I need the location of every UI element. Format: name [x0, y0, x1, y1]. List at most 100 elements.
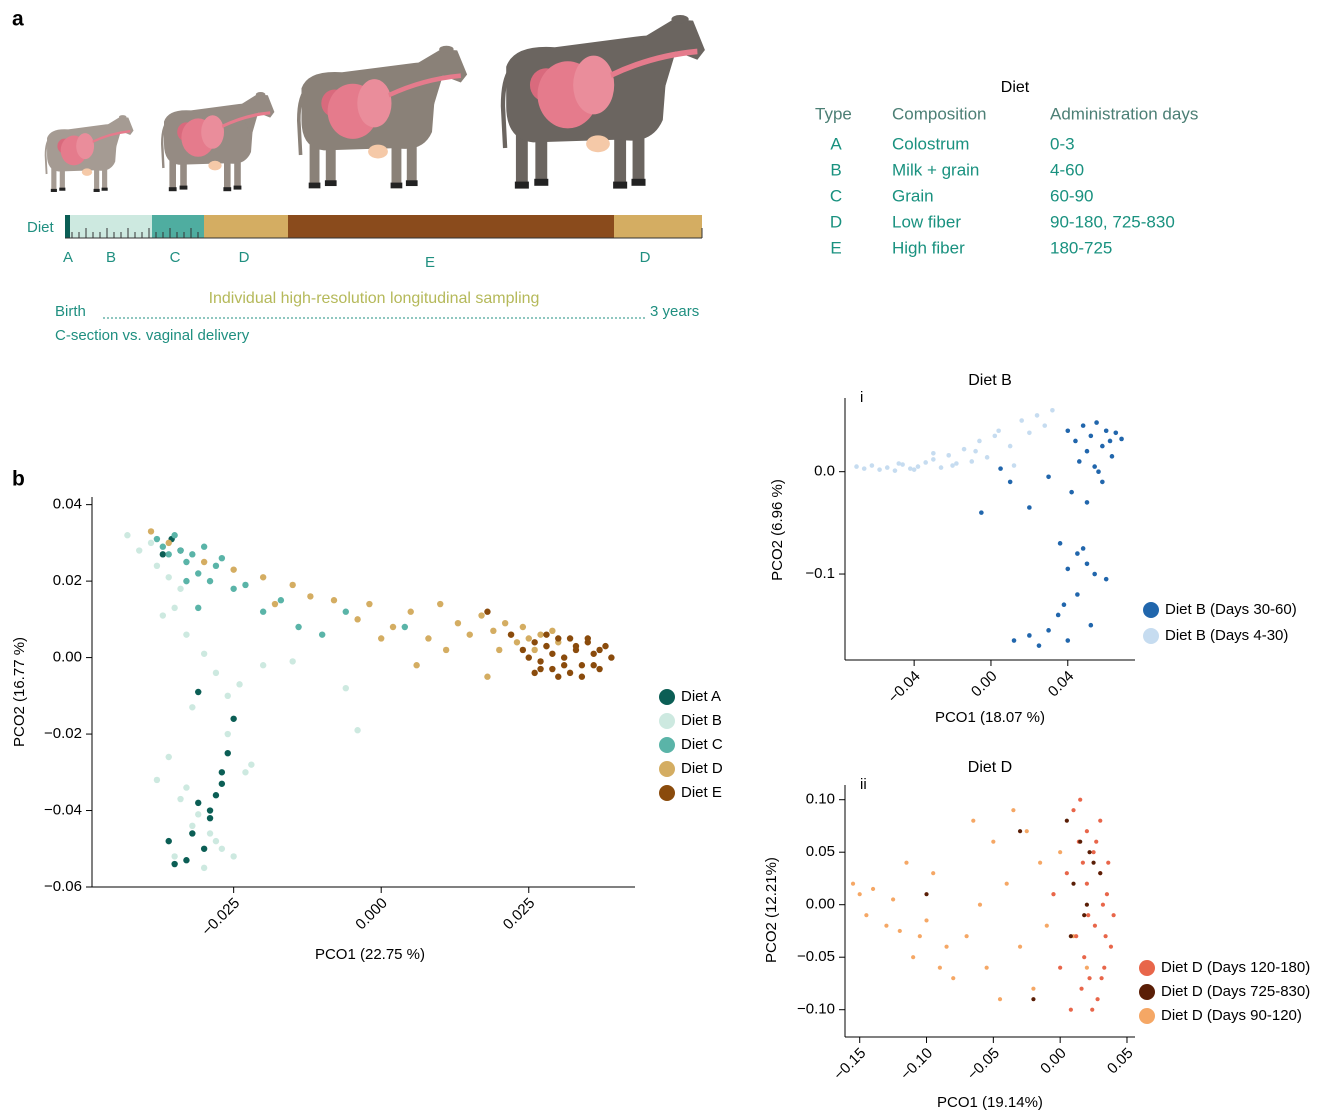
panel-letter: b	[12, 468, 25, 491]
data-point	[213, 838, 219, 844]
data-point	[154, 777, 160, 783]
legend-marker	[1139, 1008, 1155, 1024]
data-point	[1018, 829, 1022, 833]
y-axis-label: PCO2 (6.96 %)	[769, 479, 786, 581]
data-point	[985, 966, 989, 970]
data-point	[1085, 500, 1090, 505]
data-point	[413, 662, 419, 668]
legend-label: Diet D (Days 120-180)	[1161, 959, 1310, 976]
data-point	[1074, 934, 1078, 938]
data-point	[467, 631, 473, 637]
timeline-segment-label: D	[640, 249, 651, 266]
data-point	[1056, 613, 1061, 618]
data-point	[295, 624, 301, 630]
table-cell: Grain	[892, 186, 934, 205]
data-point	[201, 559, 207, 565]
data-point	[171, 532, 177, 538]
data-point	[998, 466, 1003, 471]
data-point	[555, 674, 561, 680]
data-point	[1011, 808, 1015, 812]
data-point	[260, 609, 266, 615]
data-point	[1098, 819, 1102, 823]
table-cell: Low fiber	[892, 212, 961, 231]
data-point	[136, 547, 142, 553]
x-tick-label: −0.025	[199, 895, 244, 940]
data-point	[1058, 850, 1062, 854]
data-point	[1045, 924, 1049, 928]
data-point	[1046, 628, 1051, 633]
legend-label: Diet B	[681, 712, 722, 729]
data-point	[260, 662, 266, 668]
data-point	[1058, 966, 1062, 970]
x-tick-label: −0.04	[885, 668, 924, 707]
data-point	[1101, 903, 1105, 907]
data-point	[390, 624, 396, 630]
data-point	[189, 704, 195, 710]
data-point	[183, 578, 189, 584]
table-cell: 4-60	[1050, 160, 1084, 179]
data-point	[1051, 892, 1055, 896]
data-point	[567, 670, 573, 676]
data-point	[1069, 1008, 1073, 1012]
table-cell: C	[830, 186, 842, 205]
data-point	[260, 574, 266, 580]
data-point	[1050, 408, 1055, 413]
y-tick-label: −0.02	[44, 725, 82, 742]
figure: a b Diet ABCDED Birth Individual high-re…	[0, 0, 1332, 1115]
data-point	[1102, 966, 1106, 970]
data-point	[189, 830, 195, 836]
x-tick-label: −0.05	[964, 1045, 1003, 1084]
data-point	[278, 597, 284, 603]
page: {"panel_a": {"label": "a", "timeline": {…	[0, 0, 1332, 1115]
data-point	[1087, 850, 1091, 854]
data-point	[1100, 444, 1105, 449]
data-point	[225, 731, 231, 737]
data-point	[1012, 638, 1017, 643]
data-point	[1038, 861, 1042, 865]
table-cell: Milk + grain	[892, 160, 979, 179]
data-point	[171, 605, 177, 611]
timeline-segment	[152, 215, 204, 238]
table-cell: Colostrum	[892, 134, 969, 153]
data-point	[1106, 861, 1110, 865]
data-point	[1089, 623, 1094, 628]
data-point	[1037, 643, 1042, 648]
timeline-segment	[204, 215, 288, 238]
legend-marker	[659, 737, 675, 753]
legend-marker	[659, 689, 675, 705]
table-header: Administration days	[1050, 104, 1198, 123]
data-point	[531, 647, 537, 653]
data-point	[201, 651, 207, 657]
legend-label: Diet D (Days 725-830)	[1161, 983, 1310, 1000]
data-point	[991, 840, 995, 844]
data-point	[443, 647, 449, 653]
data-point	[378, 635, 384, 641]
y-tick-label: −0.04	[44, 801, 82, 818]
data-point	[1085, 903, 1089, 907]
data-point	[579, 662, 585, 668]
data-point	[871, 887, 875, 891]
y-tick-label: 0.0	[814, 463, 835, 480]
x-axis-label: PCO1 (18.07 %)	[935, 709, 1045, 726]
data-point	[514, 639, 520, 645]
data-point	[195, 800, 201, 806]
data-point	[1018, 945, 1022, 949]
data-point	[596, 666, 602, 672]
cow-illustration	[46, 115, 134, 192]
data-point	[354, 727, 360, 733]
data-point	[1091, 861, 1095, 865]
data-point	[1073, 439, 1078, 444]
data-point	[1008, 444, 1013, 449]
data-point	[896, 461, 901, 466]
data-point	[938, 966, 942, 970]
chart-title: Diet D	[968, 759, 1012, 776]
data-point	[195, 570, 201, 576]
data-point	[160, 544, 166, 550]
data-point	[213, 670, 219, 676]
data-point	[331, 597, 337, 603]
data-point	[171, 853, 177, 859]
legend-label: Diet C	[681, 736, 723, 753]
data-point	[526, 635, 532, 641]
data-point	[484, 609, 490, 615]
